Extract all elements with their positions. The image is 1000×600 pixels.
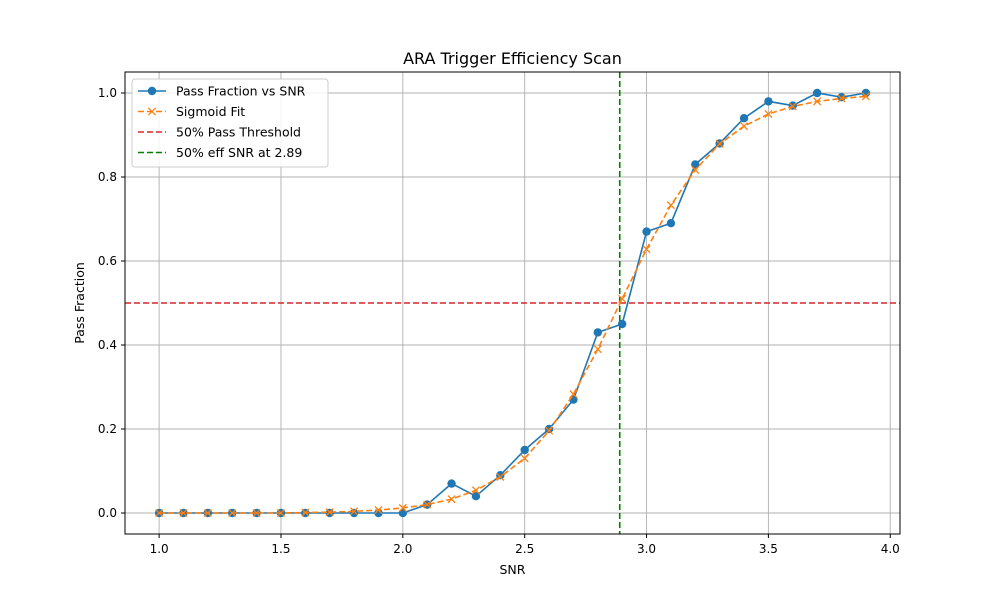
legend-entry: Sigmoid Fit: [138, 104, 245, 119]
data-point: [812, 88, 822, 98]
data-point: [764, 97, 773, 106]
y-tick-label: 1.0: [98, 86, 117, 100]
x-tick-label: 2.5: [515, 542, 534, 556]
legend-entry: 50% Pass Threshold: [138, 125, 301, 140]
legend-label: 50% eff SNR at 2.89: [176, 145, 302, 160]
plot-frame: [124, 71, 901, 535]
data-point: [666, 219, 676, 228]
legend-entry: 50% eff SNR at 2.89: [138, 145, 302, 160]
series-line: [159, 95, 866, 514]
series-sigmoid-fit: [155, 92, 870, 518]
data-point: [276, 508, 286, 518]
chart-title: ARA Trigger Efficiency Scan: [403, 49, 622, 68]
x-tick-label: 1.0: [150, 542, 169, 556]
data-point: [642, 245, 651, 254]
legend-marker: [147, 86, 157, 96]
data-point: [691, 165, 700, 174]
data-point: [593, 345, 602, 354]
data-point: [301, 508, 310, 517]
x-tick-label: 2.0: [393, 542, 412, 556]
data-point: [447, 495, 456, 504]
data-point: [544, 426, 554, 435]
legend-box: [131, 78, 329, 168]
data-point: [739, 122, 749, 131]
data-point: [813, 97, 822, 106]
legend: Pass Fraction vs SNR Sigmoid Fit 50% Pass …: [131, 78, 329, 168]
data-point: [788, 102, 797, 111]
y-tick-label: 0.4: [98, 338, 117, 352]
data-point: [691, 160, 700, 169]
x-axis-ticks: 1.0 1.5 2.0 2.5 3.0 3.5 4.0: [150, 534, 900, 556]
legend-label: Pass Fraction vs SNR: [176, 84, 306, 99]
data-point: [252, 508, 261, 518]
data-point: [496, 472, 505, 481]
data-point: [617, 319, 627, 329]
data-point: [520, 454, 529, 463]
y-tick-label: 0.0: [98, 506, 117, 520]
data-point: [228, 508, 237, 518]
series-layer: [154, 88, 871, 518]
y-tick-label: 0.6: [98, 254, 117, 268]
data-point: [423, 500, 432, 509]
data-point: [350, 507, 359, 516]
data-point: [837, 94, 846, 103]
data-point: [325, 508, 334, 517]
legend-label: 50% Pass Threshold: [176, 125, 301, 140]
data-point: [471, 486, 481, 495]
data-point: [739, 114, 749, 123]
legend-marker: [147, 107, 157, 116]
data-point: [593, 328, 602, 337]
data-point: [642, 227, 651, 236]
data-point: [861, 92, 870, 101]
data-point: [203, 508, 212, 518]
data-point: [569, 390, 578, 399]
y-axis-ticks: 0.0 0.2 0.4 0.6 0.8 1.0: [98, 86, 125, 520]
data-point: [544, 424, 554, 434]
data-point: [666, 201, 675, 210]
x-tick-label: 4.0: [881, 542, 900, 556]
data-point: [398, 503, 407, 513]
data-point: [764, 109, 773, 119]
y-tick-label: 0.8: [98, 170, 117, 184]
data-point: [179, 508, 188, 518]
data-point: [447, 479, 456, 488]
data-point: [349, 508, 359, 518]
x-tick-label: 3.5: [759, 542, 778, 556]
data-point: [618, 294, 627, 303]
legend-label: Sigmoid Fit: [176, 104, 245, 119]
data-point: [520, 445, 529, 455]
y-axis-label: Pass Fraction: [72, 262, 87, 344]
legend-items: Pass Fraction vs SNR Sigmoid Fit 50% Pass …: [138, 84, 306, 160]
y-tick-label: 0.2: [98, 422, 117, 436]
legend-entry: Pass Fraction vs SNR: [138, 84, 306, 99]
data-point: [374, 506, 383, 515]
data-point: [155, 508, 164, 518]
x-tick-label: 3.0: [637, 542, 656, 556]
data-point: [837, 93, 846, 102]
data-point: [471, 492, 481, 501]
x-axis-label: SNR: [500, 562, 526, 577]
x-tick-label: 1.5: [271, 542, 290, 556]
data-point: [715, 139, 724, 148]
